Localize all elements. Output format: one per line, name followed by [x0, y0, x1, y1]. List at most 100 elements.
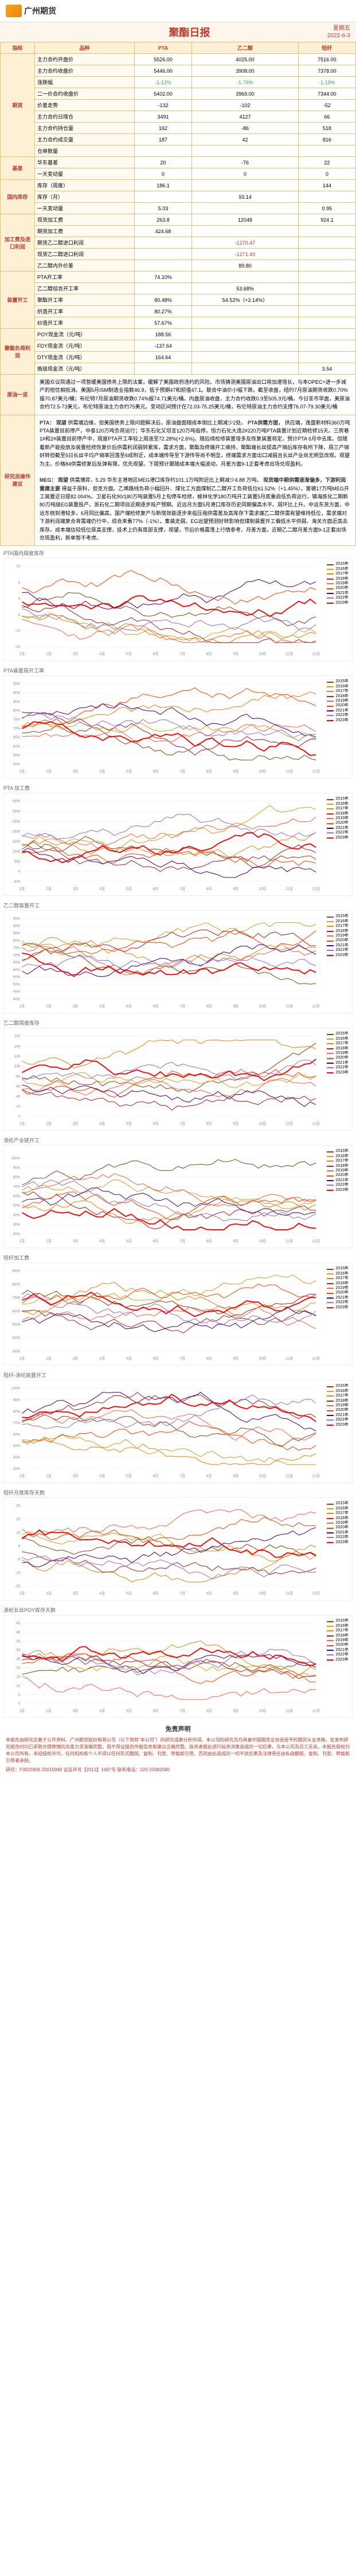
svg-text:8月: 8月: [206, 652, 212, 656]
cell: FDY现金流（元/吨）: [35, 340, 135, 352]
cell: [298, 306, 355, 317]
logo: 广州期货: [6, 5, 56, 17]
svg-text:7月: 7月: [179, 1239, 185, 1244]
cell: 5526.00: [134, 54, 191, 65]
legend-item: 2015年: [327, 1149, 349, 1154]
legend-item: 2017年: [327, 807, 349, 811]
group-label: 装置开工: [1, 272, 35, 329]
cell: [192, 317, 299, 329]
chart-legend: 2015年2016年2017年2018年2019年2020年2021年2022年…: [326, 1265, 350, 1311]
cell: 518: [298, 123, 355, 134]
svg-text:7月: 7月: [179, 1122, 185, 1126]
legend-item: 2015年: [327, 1032, 349, 1036]
cell: [134, 191, 191, 203]
cell: -1.76%: [192, 77, 299, 88]
cell: 期货乙二醇进口利润: [35, 237, 135, 249]
svg-text:1月: 1月: [19, 652, 25, 656]
cell: [192, 363, 299, 375]
svg-text:3月: 3月: [73, 1239, 79, 1244]
svg-text:4月: 4月: [99, 769, 105, 774]
svg-text:120: 120: [14, 1055, 21, 1059]
chart: 30004000500060007000800090001月2月3月4月5月6月…: [3, 1263, 353, 1366]
pta-t: PTA：: [40, 420, 54, 426]
svg-text:55%: 55%: [13, 754, 21, 758]
legend-item: 2021年: [327, 943, 349, 948]
svg-text:45%: 45%: [13, 990, 21, 994]
svg-text:7月: 7月: [179, 769, 185, 774]
cell: [134, 237, 191, 249]
cell: 42: [192, 134, 299, 145]
cell: 乙二醇内外价差: [35, 260, 135, 272]
cell: 263.8: [134, 214, 191, 226]
cell: 现货乙二醇进口利润: [35, 249, 135, 260]
svg-text:10月: 10月: [259, 1591, 266, 1596]
cell: 424.68: [134, 226, 191, 237]
svg-text:10月: 10月: [259, 652, 266, 656]
cell: 7516.00: [298, 54, 355, 65]
svg-text:6月: 6月: [153, 1474, 159, 1478]
cell: 价差走势: [35, 100, 135, 111]
svg-text:30%: 30%: [13, 1467, 21, 1471]
svg-text:-15: -15: [15, 645, 21, 649]
legend-item: 2023年: [327, 1305, 349, 1310]
legend-item: 2018年: [327, 1047, 349, 1051]
svg-text:9月: 9月: [233, 1709, 238, 1713]
legend-item: 2020年: [327, 703, 349, 708]
svg-text:25: 25: [16, 1518, 20, 1522]
svg-text:10月: 10月: [259, 1122, 266, 1126]
cell: -1.12%: [134, 77, 191, 88]
svg-text:20%: 20%: [13, 1232, 21, 1236]
cell: [192, 203, 299, 214]
cell: 162: [134, 123, 191, 134]
svg-text:12月: 12月: [312, 1474, 320, 1478]
svg-text:35: 35: [16, 1639, 20, 1643]
legend-item: 2020年: [327, 1408, 349, 1413]
svg-text:1月: 1月: [19, 887, 25, 891]
cell: 一天变动量: [35, 168, 135, 180]
svg-text:6月: 6月: [153, 1709, 159, 1713]
legend-item: 2023年: [327, 953, 349, 958]
svg-text:9月: 9月: [233, 887, 238, 891]
cell: -137.64: [134, 340, 191, 352]
cell: 3908.00: [192, 65, 299, 77]
svg-text:9月: 9月: [233, 1356, 238, 1361]
svg-text:80%: 80%: [13, 939, 21, 943]
cell: [298, 191, 355, 203]
svg-text:140: 140: [14, 1045, 21, 1049]
svg-text:8月: 8月: [206, 887, 212, 891]
disclaimer-title: 免责声明: [6, 1725, 350, 1735]
cell: 54.52%（+2.14%）: [192, 294, 299, 306]
chart: 30%40%50%60%70%80%90%100%1月2月3月4月5月6月7月8…: [3, 1380, 353, 1483]
svg-text:80%: 80%: [13, 1175, 21, 1179]
svg-text:10月: 10月: [259, 769, 266, 774]
chart-container: 乙二醇装置开工40%45%50%55%60%65%70%75%80%85%90%…: [0, 898, 356, 1016]
cell: -1270.47: [192, 237, 299, 249]
meg-s1: 观望: [58, 477, 68, 483]
svg-text:4月: 4月: [99, 1239, 105, 1244]
cell: 0: [298, 168, 355, 180]
svg-text:35: 35: [16, 1504, 20, 1508]
svg-text:8月: 8月: [206, 1004, 212, 1009]
cell: [192, 145, 299, 157]
svg-text:-500: -500: [13, 880, 21, 884]
legend-item: 2023年: [327, 1423, 349, 1427]
legend-item: 2023年: [327, 718, 349, 723]
charts-area: PTA国内周度库存-15-10-505101月2月3月4月5月6月7月8月9月1…: [0, 546, 356, 1720]
chart: 0204060801001201401601月2月3月4月5月6月7月8月9月1…: [3, 1028, 353, 1131]
svg-text:0: 0: [18, 1115, 21, 1119]
legend-item: 2015年: [327, 562, 349, 567]
svg-text:9月: 9月: [233, 1122, 238, 1126]
legend-item: 2018年: [327, 1164, 349, 1169]
crude-label: 原油一览: [1, 375, 35, 415]
cell: [298, 352, 355, 363]
cell: [192, 340, 299, 352]
svg-text:11月: 11月: [285, 1591, 293, 1596]
cell: 4127: [192, 111, 299, 123]
cell: 聚酯开工率: [35, 294, 135, 306]
cell: [134, 363, 191, 375]
svg-text:70%: 70%: [13, 1421, 21, 1425]
cell: 二一价合约收盘价: [35, 88, 135, 100]
cell: [298, 237, 355, 249]
group-label: 聚酯负荷利润: [1, 329, 35, 375]
legend-item: 2015年: [327, 1619, 349, 1623]
